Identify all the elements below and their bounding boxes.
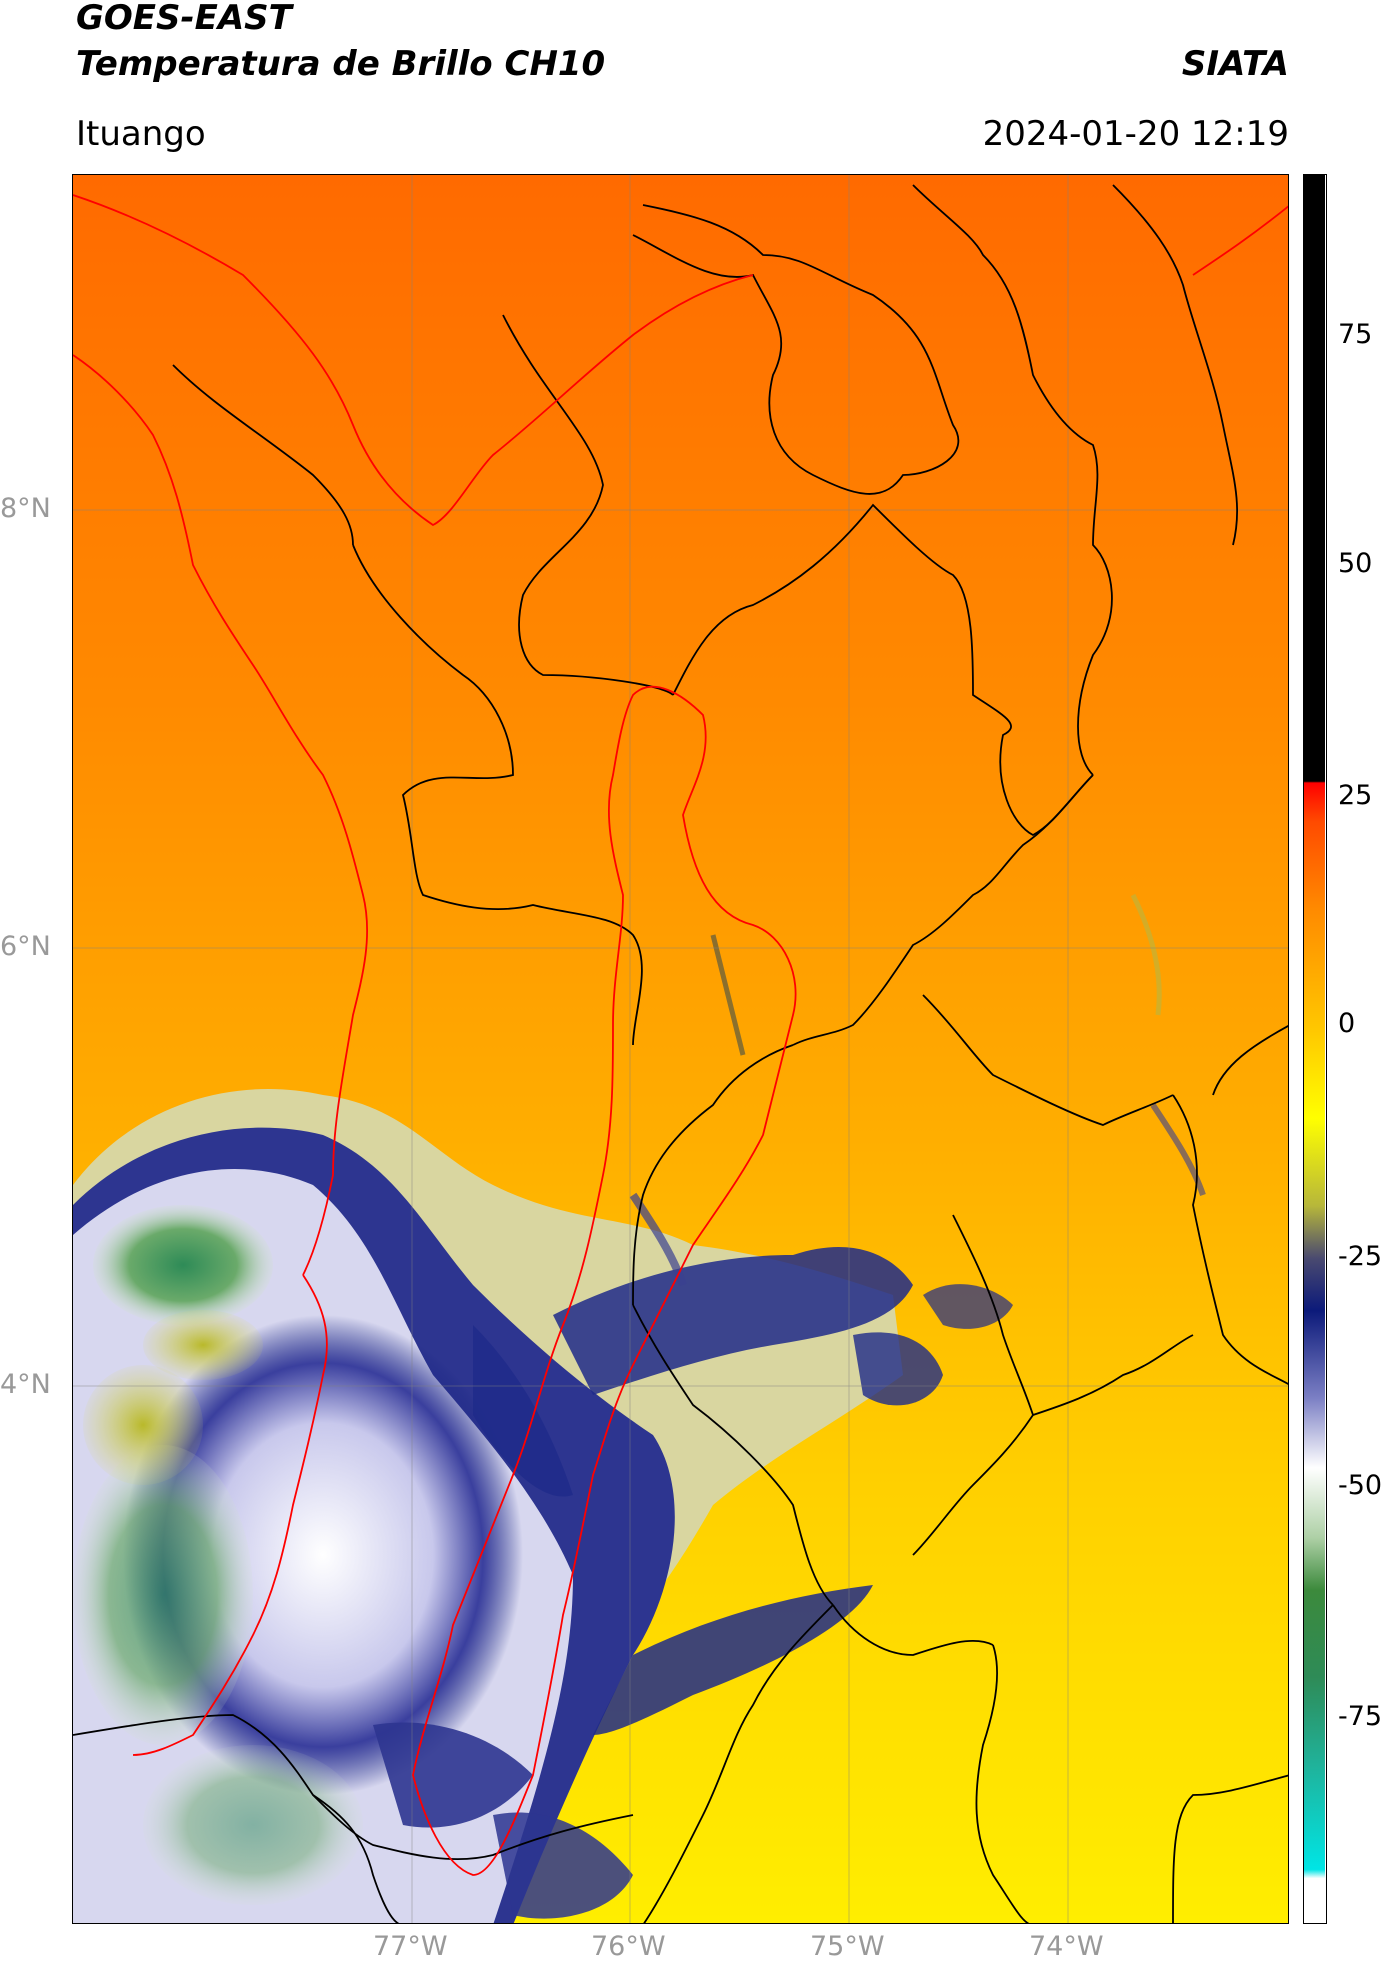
colorbar-tick-minus50: -50	[1338, 1470, 1383, 1501]
satellite-map	[72, 174, 1289, 1924]
colorbar-tick-0: 0	[1338, 1008, 1356, 1039]
colorbar-tick-75: 75	[1338, 319, 1373, 350]
map-canvas	[73, 175, 1288, 1923]
lat-label-8n: 8°N	[0, 493, 51, 524]
cloud-system	[73, 893, 1206, 1923]
colorbar-tick-minus25: -25	[1338, 1241, 1383, 1272]
lat-label-6n: 6°N	[0, 931, 51, 962]
lon-label-77w: 77°W	[373, 1931, 448, 1962]
colorbar-tick-25: 25	[1338, 780, 1373, 811]
lon-label-75w: 75°W	[810, 1931, 885, 1962]
colorbar-tick-50: 50	[1338, 548, 1373, 579]
colorbar	[1303, 174, 1327, 1924]
satellite-title: GOES-EAST	[76, 0, 292, 38]
lon-label-74w: 74°W	[1029, 1931, 1104, 1962]
datetime-label: 2024-01-20 12:19	[982, 114, 1289, 154]
org-title: SIATA	[1181, 44, 1289, 84]
product-title: Temperatura de Brillo CH10	[76, 44, 606, 84]
colorbar-tick-minus75: -75	[1338, 1701, 1383, 1732]
location-label: Ituango	[76, 114, 206, 154]
coastline	[73, 194, 1288, 1876]
lat-label-4n: 4°N	[0, 1369, 51, 1400]
admin-boundaries	[73, 184, 1288, 1923]
colorbar-scale	[1304, 175, 1325, 1922]
lon-label-76w: 76°W	[591, 1931, 666, 1962]
